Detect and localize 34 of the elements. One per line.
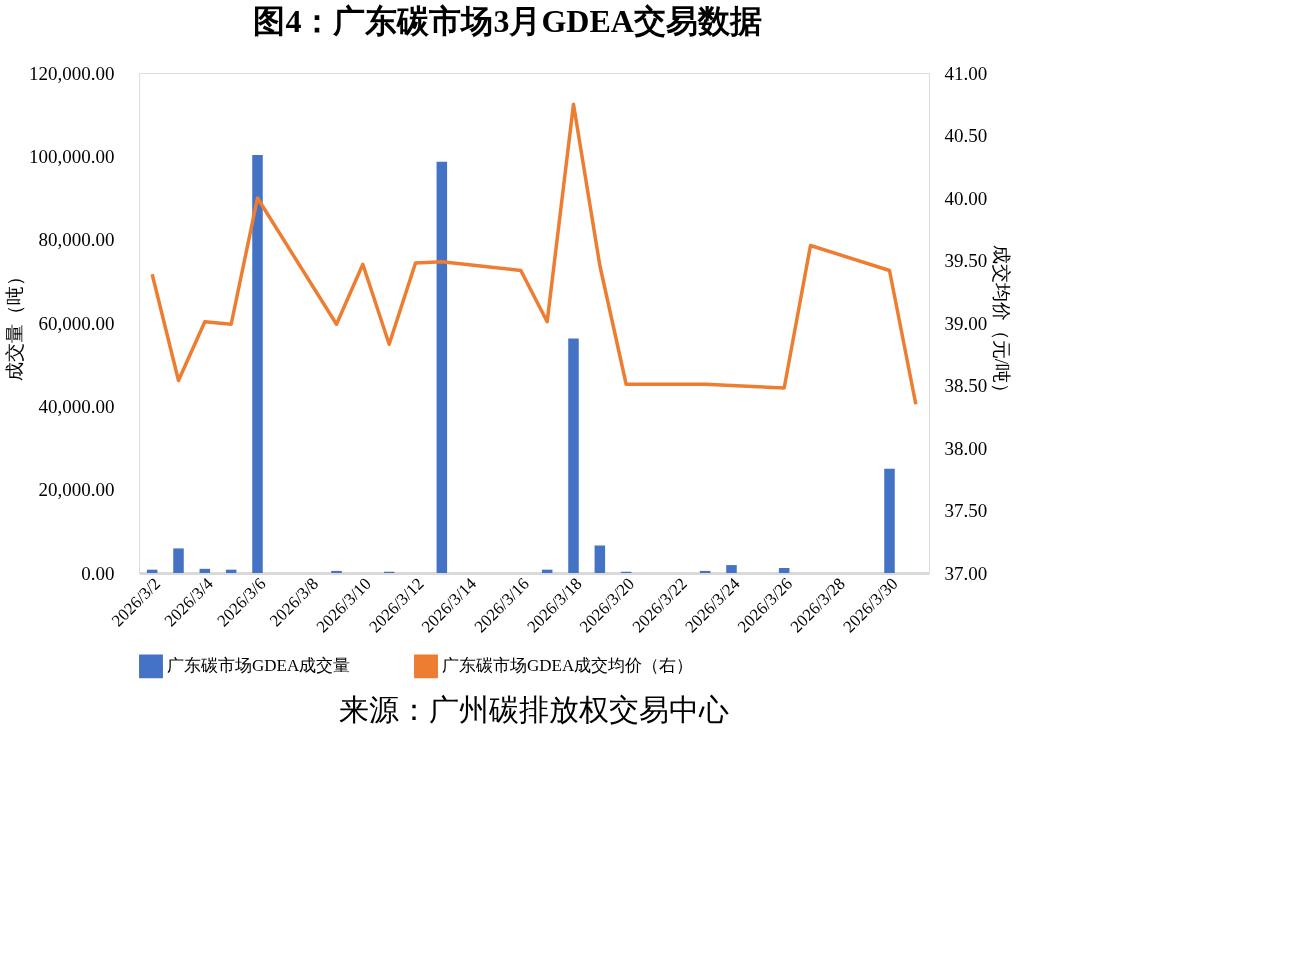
- bar: [699, 570, 711, 573]
- y2-tick-label: 37.00: [944, 562, 988, 584]
- legend-label: 广东碳市场GDEA成交量: [167, 656, 351, 676]
- y2-tick-label: 37.50: [944, 500, 988, 521]
- y-tick-label: 80,000.00: [38, 229, 115, 251]
- y2-tick-label: 39.00: [944, 312, 988, 334]
- chart-title: 图4：广东碳市场3月GDEA交易数据: [253, 2, 762, 39]
- bar: [199, 568, 211, 573]
- y2-tick-label: 38.50: [944, 375, 988, 396]
- y2-tick-label: 38.00: [944, 437, 988, 459]
- y-axis-title: 成交量（吨）: [4, 266, 25, 381]
- legend-label: 广东碳市场GDEA成交均价（右）: [442, 656, 694, 676]
- y-tick-label: 60,000.00: [38, 312, 115, 334]
- y2-axis-title: 成交均价（元/吨）: [991, 244, 1013, 403]
- bar: [594, 545, 606, 573]
- y-tick-label: 20,000.00: [38, 479, 115, 501]
- bar: [884, 468, 895, 573]
- source-note: 来源：广州碳排放权交易中心: [339, 693, 729, 726]
- bar: [252, 155, 263, 573]
- bar: [331, 570, 342, 573]
- y2-tick-label: 39.50: [944, 250, 988, 271]
- bar: [726, 565, 737, 573]
- bar: [778, 568, 790, 573]
- y-tick-label: 100,000.00: [29, 145, 115, 167]
- bar: [436, 161, 448, 573]
- y-tick-label: 120,000.00: [29, 62, 115, 84]
- y2-tick-label: 41.00: [944, 62, 988, 84]
- bar: [173, 548, 184, 573]
- y2-tick-label: 40.50: [944, 125, 988, 146]
- line-series: [150, 102, 918, 406]
- y-tick-label: 0.00: [81, 562, 115, 584]
- y2-tick-label: 40.00: [944, 187, 988, 209]
- bar: [568, 338, 579, 573]
- y-tick-label: 40,000.00: [38, 395, 115, 417]
